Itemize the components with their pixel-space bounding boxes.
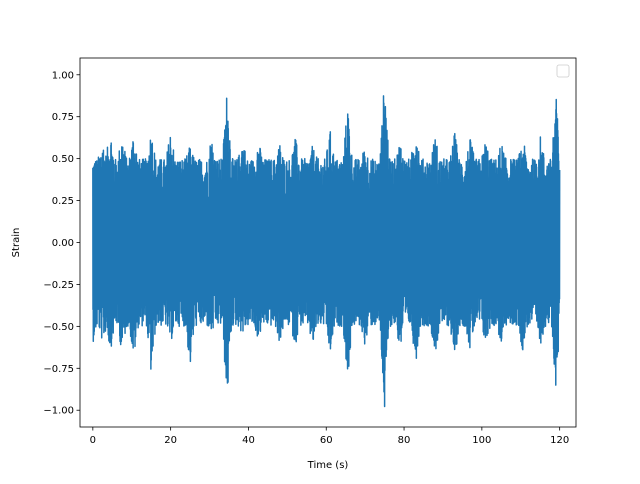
x-axis-label: Time (s): [307, 460, 349, 471]
y-tick-label: 0.50: [52, 154, 74, 165]
y-tick-label: 0.25: [52, 196, 74, 207]
x-tick-label: 80: [398, 435, 411, 446]
x-tick-label: 60: [320, 435, 333, 446]
y-tick-label: 0.00: [52, 238, 74, 249]
y-axis-ticks: −1.00 −0.75 −0.50 −0.25 0.00 0.25 0.50 0.75 1.00: [43, 70, 80, 417]
y-tick-label: 0.75: [52, 112, 74, 123]
y-tick-label: −0.25: [43, 280, 74, 291]
series-layer: [92, 95, 561, 408]
y-tick-label: −0.75: [43, 364, 74, 375]
x-tick-label: 100: [472, 435, 491, 446]
x-tick-label: 40: [242, 435, 255, 446]
x-tick-label: 20: [164, 435, 177, 446]
y-axis-label: Strain: [11, 228, 22, 258]
x-axis-ticks: 0 20 40 60 80 100 120: [90, 427, 569, 446]
legend-box: [556, 64, 570, 78]
x-tick-label: 0: [90, 435, 96, 446]
y-tick-label: −1.00: [43, 406, 74, 417]
x-tick-label: 120: [550, 435, 569, 446]
y-tick-label: 1.00: [52, 70, 74, 81]
y-tick-label: −0.50: [43, 322, 74, 333]
strain-series-line: [92, 95, 561, 408]
